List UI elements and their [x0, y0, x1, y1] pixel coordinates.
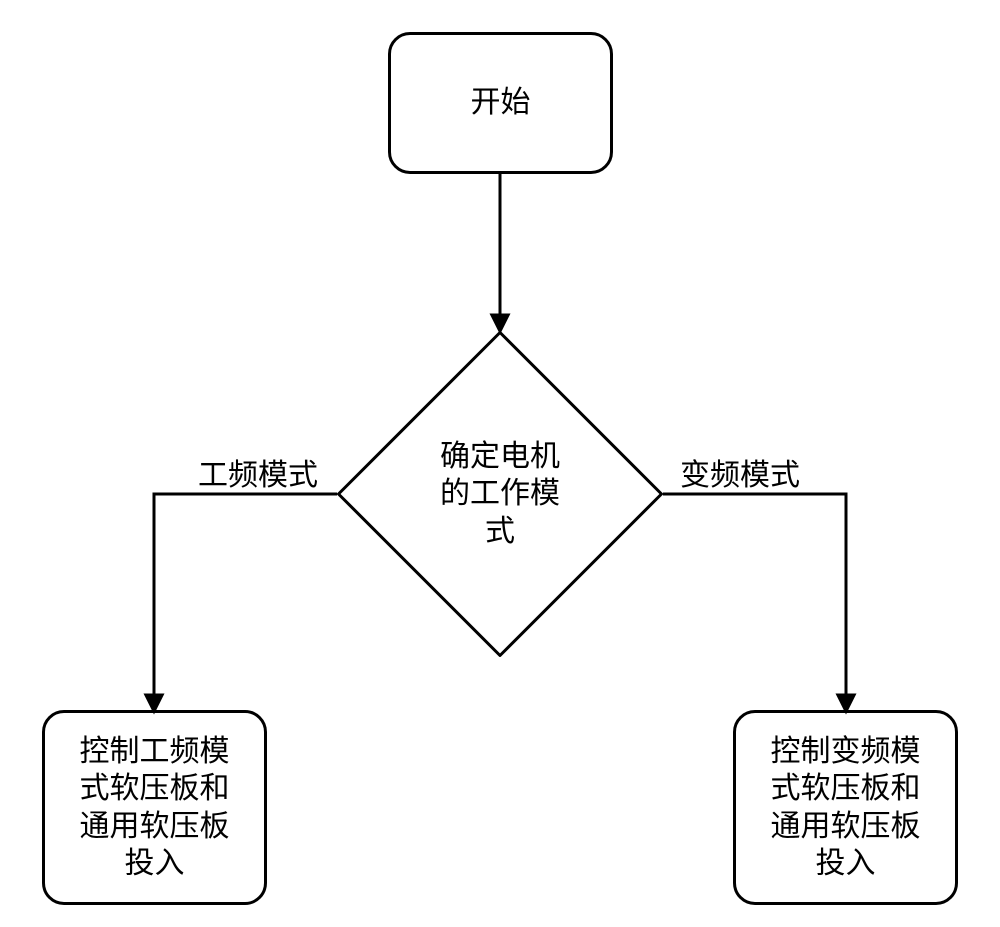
flowchart-start-node: 开始: [388, 32, 613, 174]
edge-label-right: 变频模式: [680, 450, 800, 494]
flowchart-process-right-label: 控制变频模式软压板和通用软压板投入: [768, 733, 924, 883]
edge-label-left: 工频模式: [198, 450, 318, 494]
flowchart-process-left-label: 控制工频模式软压板和通用软压板投入: [77, 733, 233, 883]
flowchart-process-right: 控制变频模式软压板和通用软压板投入: [733, 710, 958, 905]
flowchart-start-label: 开始: [471, 84, 531, 122]
flowchart-decision-label: 确定电机的工作模式: [437, 438, 563, 551]
flowchart-process-left: 控制工频模式软压板和通用软压板投入: [42, 710, 267, 905]
flowchart-decision-node: 确定电机的工作模式: [337, 331, 663, 657]
